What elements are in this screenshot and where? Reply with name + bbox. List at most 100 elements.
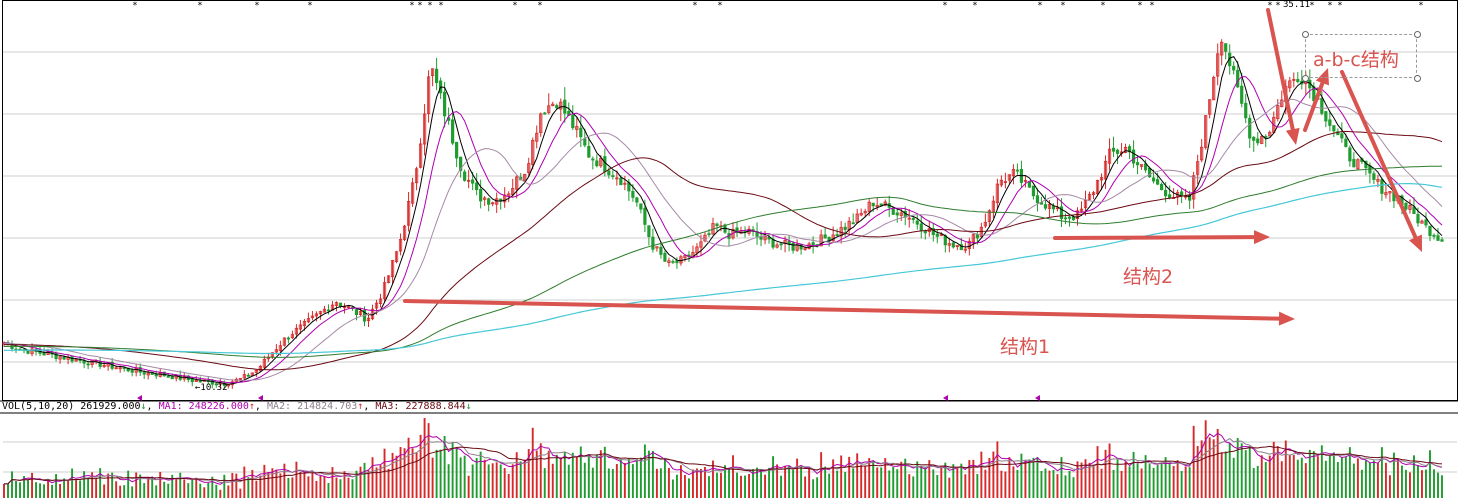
candle-body xyxy=(238,377,242,380)
candle-body xyxy=(406,201,411,226)
candle-body xyxy=(591,158,595,161)
candle-body xyxy=(190,378,194,383)
volume-legend: VOL(5,10,20) 261929.000↓, MA1: 248226.00… xyxy=(2,401,472,412)
candle-body xyxy=(1055,207,1060,210)
candle-body xyxy=(471,179,475,184)
candle-body xyxy=(951,242,955,248)
candle-body xyxy=(1003,181,1007,184)
candle-body xyxy=(366,317,371,322)
candle-body xyxy=(1344,138,1348,147)
event-marker-icon: * xyxy=(717,1,722,11)
candle-body xyxy=(254,369,258,373)
candle-body xyxy=(643,207,647,225)
candle-body xyxy=(699,241,703,248)
candle-body xyxy=(118,367,122,370)
candle-body xyxy=(435,68,439,84)
resize-handle[interactable] xyxy=(1302,31,1309,38)
candle-body xyxy=(54,352,58,359)
candle-body xyxy=(543,112,547,115)
candle-body xyxy=(242,374,246,379)
candle-body xyxy=(226,384,230,387)
candle-body xyxy=(1280,99,1284,107)
candle-body xyxy=(1107,148,1112,164)
moving-average-line-ma5 xyxy=(3,55,1443,385)
candle-body xyxy=(270,352,274,357)
candle-body xyxy=(430,68,435,76)
candle-body xyxy=(459,156,463,171)
candle-body xyxy=(378,298,383,304)
candle-body xyxy=(1127,146,1132,153)
candle-body xyxy=(1420,220,1424,224)
candle-body xyxy=(675,260,679,264)
candle-body xyxy=(354,309,359,315)
candle-body xyxy=(983,222,987,227)
candle-body xyxy=(1164,189,1168,197)
candle-body xyxy=(1007,174,1011,181)
candle-body xyxy=(639,203,643,210)
candle-body xyxy=(1115,149,1120,154)
candle-body xyxy=(995,183,999,204)
candle-body xyxy=(1324,111,1328,122)
candle-body xyxy=(1340,133,1344,139)
candle-body xyxy=(1099,177,1104,181)
candle-body xyxy=(1432,234,1436,237)
candle-body xyxy=(1328,119,1332,126)
candle-body xyxy=(102,364,106,367)
abc-arrow-c xyxy=(1340,70,1418,240)
resize-handle[interactable] xyxy=(1414,75,1421,82)
candle-body xyxy=(1192,175,1196,200)
candle-body xyxy=(1011,169,1016,177)
candle-body xyxy=(1436,235,1440,241)
candle-body xyxy=(1240,85,1244,104)
candle-body xyxy=(1260,135,1264,144)
candle-body xyxy=(1039,202,1044,205)
candle-body xyxy=(1428,225,1432,237)
candle-body xyxy=(915,220,919,225)
candle-body xyxy=(931,228,935,236)
candle-body xyxy=(1380,179,1384,194)
candle-body xyxy=(859,212,863,216)
ma3-trend-icon: ↓ xyxy=(465,401,472,412)
candle-body xyxy=(246,374,250,377)
candle-body xyxy=(823,234,827,239)
candle-body xyxy=(491,202,495,205)
candle-body xyxy=(1035,195,1040,204)
candle-body xyxy=(819,234,823,247)
candle-body xyxy=(1059,206,1064,219)
candle-body xyxy=(1264,136,1268,138)
candle-body xyxy=(987,210,991,222)
event-marker-icon: * xyxy=(132,1,137,11)
candle-body xyxy=(511,188,515,195)
candle-body xyxy=(735,227,739,234)
moving-average-line-ma10 xyxy=(3,76,1443,384)
resize-handle[interactable] xyxy=(1414,31,1421,38)
candle-body xyxy=(527,163,531,173)
candle-body xyxy=(286,337,290,340)
candle-body xyxy=(1348,147,1352,162)
candle-body xyxy=(1071,216,1076,221)
annotation-selection-box[interactable] xyxy=(1305,34,1417,78)
candle-body xyxy=(703,234,707,242)
candle-body xyxy=(631,190,635,198)
vol-ma1: MA1: 248226.000 xyxy=(158,401,249,412)
event-marker-icon: * xyxy=(417,1,422,11)
moving-average-line-ma250 xyxy=(3,183,1443,355)
candle-body xyxy=(1196,161,1200,175)
candle-body xyxy=(1208,99,1212,115)
event-marker-icon: * xyxy=(1149,1,1154,11)
candle-body xyxy=(58,356,62,360)
candle-body xyxy=(1292,78,1296,81)
candle-body xyxy=(623,182,627,185)
candle-body xyxy=(1200,146,1204,161)
candle-body xyxy=(198,380,202,383)
candle-body xyxy=(382,282,387,299)
event-marker-icon: * xyxy=(537,1,542,11)
candle-body xyxy=(659,246,663,255)
candle-body xyxy=(1224,43,1228,52)
candle-body xyxy=(390,260,395,278)
candle-body xyxy=(338,302,343,307)
event-marker-icon: * xyxy=(1327,1,1332,11)
resize-handle[interactable] xyxy=(1302,75,1309,82)
candle-body xyxy=(314,313,319,317)
candle-body xyxy=(26,350,30,354)
